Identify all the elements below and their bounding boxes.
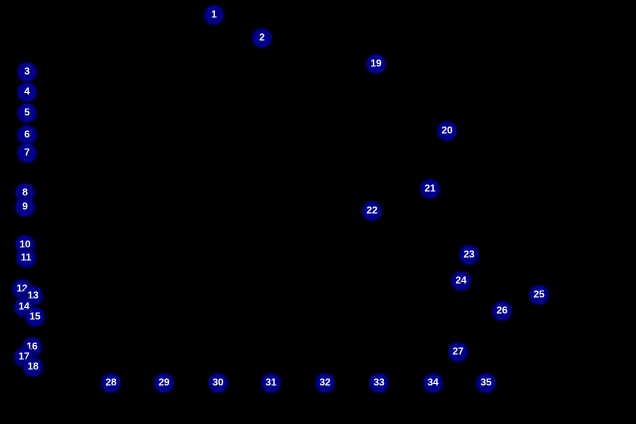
som-marker-5[interactable]: 5 xyxy=(17,103,37,123)
som-marker-11[interactable]: 11 xyxy=(16,248,36,268)
som-marker-26[interactable]: 26 xyxy=(492,301,512,321)
som-marker-24[interactable]: 24 xyxy=(451,271,471,291)
som-marker-29[interactable]: 29 xyxy=(154,373,174,393)
som-marker-33[interactable]: 33 xyxy=(369,373,389,393)
som-marker-27[interactable]: 27 xyxy=(448,342,468,362)
som-marker-20[interactable]: 20 xyxy=(437,121,457,141)
som-marker-19[interactable]: 19 xyxy=(366,54,386,74)
som-marker-7[interactable]: 7 xyxy=(17,143,37,163)
som-marker-3[interactable]: 3 xyxy=(17,62,37,82)
som-marker-4[interactable]: 4 xyxy=(17,82,37,102)
som-marker-34[interactable]: 34 xyxy=(423,373,443,393)
som-marker-28[interactable]: 28 xyxy=(101,373,121,393)
som-marker-30[interactable]: 30 xyxy=(208,373,228,393)
som-marker-25[interactable]: 25 xyxy=(529,285,549,305)
som-marker-32[interactable]: 32 xyxy=(315,373,335,393)
som-marker-21[interactable]: 21 xyxy=(420,179,440,199)
som-marker-1[interactable]: 1 xyxy=(204,5,224,25)
som-marker-31[interactable]: 31 xyxy=(261,373,281,393)
som-marker-23[interactable]: 23 xyxy=(459,245,479,265)
som-marker-18[interactable]: 18 xyxy=(23,357,43,377)
som-marker-9[interactable]: 9 xyxy=(15,197,35,217)
som-marker-2[interactable]: 2 xyxy=(252,28,272,48)
som-marker-22[interactable]: 22 xyxy=(362,201,382,221)
som-marker-15[interactable]: 15 xyxy=(25,307,45,327)
som-marker-35[interactable]: 35 xyxy=(476,373,496,393)
som-marker-6[interactable]: 6 xyxy=(17,125,37,145)
